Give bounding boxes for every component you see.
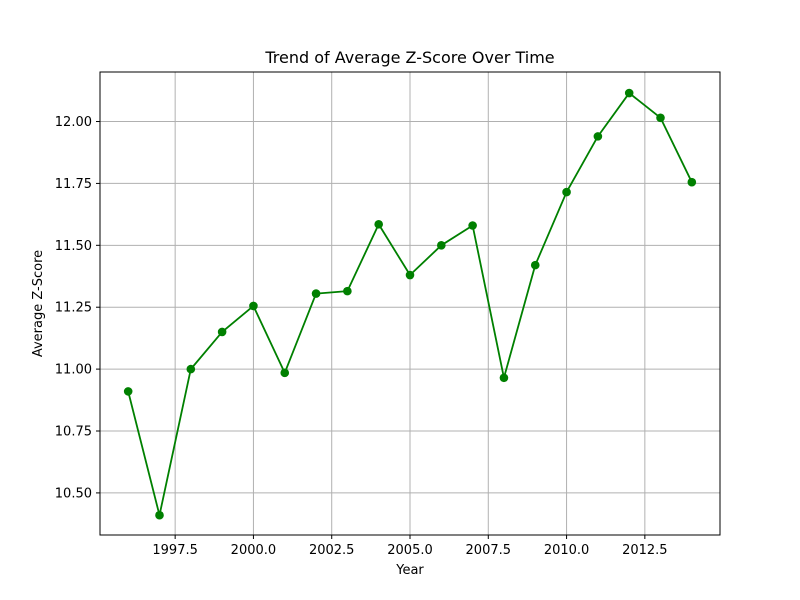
- data-point: [562, 187, 571, 197]
- data-point: [593, 132, 603, 141]
- y-tick-label: 10.50: [55, 486, 92, 501]
- data-point: [468, 221, 477, 230]
- x-axis-label: Year: [395, 563, 424, 578]
- data-point: [530, 260, 540, 270]
- y-tick-label: 10.75: [55, 425, 92, 440]
- data-point: [123, 387, 133, 396]
- x-tick-label: 2007.5: [466, 543, 512, 558]
- data-point: [374, 219, 383, 229]
- data-point: [656, 113, 665, 123]
- data-point: [249, 301, 258, 311]
- y-axis-ticks: 10.50 10.75 11.00 11.25 11.50 11.75 12.00: [55, 115, 100, 501]
- chart-title: Trend of Average Z-Score Over Time: [264, 48, 554, 67]
- y-tick-label: 11.00: [55, 363, 92, 378]
- x-tick-label: 2012.5: [622, 543, 668, 558]
- x-tick-label: 2000.0: [231, 543, 277, 558]
- y-tick-label: 11.50: [55, 239, 92, 254]
- data-point: [499, 373, 509, 383]
- y-tick-label: 12.00: [55, 115, 92, 130]
- data-point: [343, 286, 352, 296]
- x-tick-label: 2010.0: [544, 543, 590, 558]
- x-axis-ticks: 1997.5 2000.0 2002.5 2005.0 2007.5 2010.0 2012…: [152, 535, 668, 558]
- series-group: [123, 88, 697, 520]
- x-tick-label: 1997.5: [152, 543, 198, 558]
- data-point: [624, 88, 634, 98]
- data-point: [280, 368, 290, 378]
- data-point: [217, 327, 227, 337]
- data-point: [186, 364, 196, 374]
- data-point: [405, 270, 415, 280]
- y-tick-label: 11.25: [55, 301, 92, 316]
- data-point: [155, 510, 164, 520]
- data-point: [311, 289, 321, 298]
- x-tick-label: 2002.5: [309, 543, 355, 558]
- y-tick-label: 11.75: [55, 177, 92, 192]
- x-tick-label: 2005.0: [387, 543, 433, 558]
- y-axis-label: Average Z-Score: [31, 250, 46, 357]
- data-point: [437, 241, 446, 250]
- data-point: [687, 177, 697, 187]
